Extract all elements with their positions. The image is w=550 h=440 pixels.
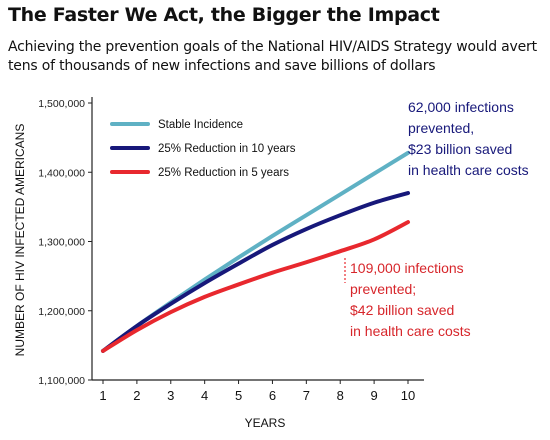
annotation-line: prevented;: [350, 281, 416, 297]
x-tick-label: 2: [133, 388, 140, 403]
annotation-line: in health care costs: [408, 162, 529, 178]
series-lines: [101, 150, 410, 353]
y-tick-label: 1,100,000: [38, 375, 85, 387]
legend-label-stable-incidence: Stable Incidence: [158, 119, 243, 131]
x-tick-label: 7: [303, 388, 310, 403]
y-axis-ticks: 1,100,000 1,200,000 1,300,000 1,400,000 1,50…: [38, 98, 92, 387]
x-tick-label: 10: [401, 388, 415, 403]
annotation-line: 62,000 infections: [408, 99, 514, 115]
chart-axes: [91, 97, 424, 381]
y-tick-label: 1,300,000: [38, 237, 85, 249]
annotation-line: prevented,: [408, 120, 474, 136]
annotations: 62,000 infections prevented, $23 billion s…: [344, 99, 529, 339]
series-line-25-reduction-in-5-years: [101, 220, 410, 353]
annotation-line: 109,000 infections: [350, 260, 464, 276]
y-axis-label: NUMBER OF HIV INFECTED AMERICANS: [13, 124, 27, 357]
legend-label-25-reduction-in-10-years: 25% Reduction in 10 years: [158, 143, 296, 155]
x-tick-label: 6: [269, 388, 276, 403]
chart-subtitle: Achieving the prevention goals of the Na…: [8, 39, 537, 74]
x-tick-label: 9: [370, 388, 377, 403]
x-axis-label: YEARS: [245, 416, 286, 430]
annotation-line: $42 billion saved: [350, 302, 454, 318]
x-tick-label: 1: [99, 388, 106, 403]
legend-label-25-reduction-in-5-years: 25% Reduction in 5 years: [158, 167, 289, 179]
chart-title: The Faster We Act, the Bigger the Impact: [8, 4, 440, 26]
annotation-line: $23 billion saved: [408, 141, 512, 157]
annotation-line: in health care costs: [350, 323, 471, 339]
x-tick-label: 5: [235, 388, 242, 403]
y-tick-label: 1,400,000: [38, 167, 85, 179]
annotation-2: 109,000 infections prevented; $42 billion …: [350, 260, 471, 339]
series-line-25-reduction-in-10-years: [101, 191, 410, 353]
x-tick-label: 3: [167, 388, 174, 403]
x-axis-ticks: 1 2 3 4 5 6 7 8 9 10: [99, 380, 415, 403]
y-tick-label: 1,500,000: [38, 98, 85, 110]
y-tick-label: 1,200,000: [38, 306, 85, 318]
legend: Stable Incidence 25% Reduction in 10 year…: [110, 119, 296, 179]
x-tick-label: 4: [201, 388, 208, 403]
x-tick-label: 8: [337, 388, 344, 403]
annotation-1: 62,000 infections prevented, $23 billion s…: [408, 99, 529, 178]
